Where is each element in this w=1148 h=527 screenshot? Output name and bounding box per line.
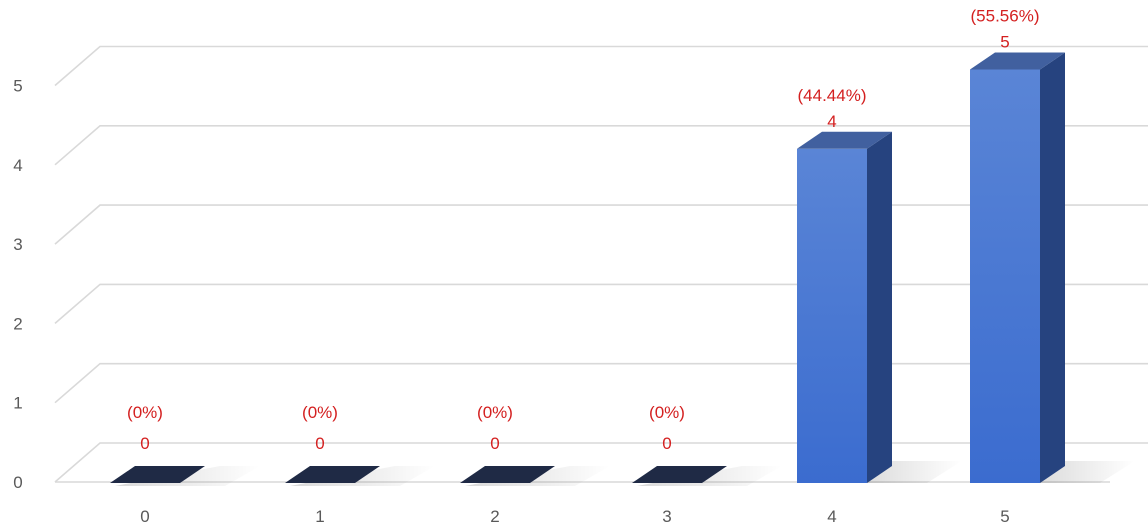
data-label-value: 0 [315, 434, 324, 453]
x-tick-label: 2 [490, 507, 499, 526]
bar-top [797, 131, 892, 149]
data-label-percent: (0%) [477, 403, 513, 422]
bar-3 [632, 466, 782, 486]
data-label-percent: (44.44%) [798, 86, 867, 105]
bar-2 [460, 466, 610, 486]
data-labels: (0%) 0 (0%) 0 (0%) 0 (0%) 0 (44.44%) 4 (55.56%) 5 [127, 7, 1039, 454]
data-label-value: 0 [662, 434, 671, 453]
y-tick-label: 4 [13, 156, 22, 175]
bar-front [797, 148, 867, 484]
bar-side [867, 131, 892, 484]
x-tick-label: 5 [1000, 507, 1009, 526]
y-tick-label: 0 [13, 473, 22, 492]
data-label-percent: (0%) [127, 403, 163, 422]
bar-slab [285, 466, 380, 483]
y-tick-label: 2 [13, 314, 22, 333]
bar-slab [632, 466, 727, 483]
data-label-percent: (0%) [649, 403, 685, 422]
x-axis-ticks: 0 1 2 3 4 5 [140, 507, 1009, 526]
bar-1 [285, 466, 435, 486]
gridline-4 [54, 125, 1148, 166]
y-axis-ticks: 0 1 2 3 4 5 [13, 77, 22, 493]
bar-side [1040, 52, 1065, 483]
data-label-value: 5 [1000, 33, 1009, 52]
x-tick-label: 3 [662, 507, 671, 526]
bars [110, 52, 1135, 486]
bar-0 [110, 466, 260, 486]
bar-4 [797, 131, 962, 484]
data-label-value: 0 [490, 434, 499, 453]
y-tick-label: 1 [13, 394, 22, 413]
bar-5 [970, 52, 1135, 483]
y-tick-label: 3 [13, 235, 22, 254]
y-tick-label: 5 [13, 77, 22, 96]
x-tick-label: 0 [140, 507, 149, 526]
bar-front [970, 69, 1040, 483]
data-label-percent: (0%) [302, 403, 338, 422]
bar-slab [460, 466, 555, 483]
x-tick-label: 4 [827, 507, 836, 526]
bar-slab [110, 466, 205, 483]
data-label-value: 0 [140, 434, 149, 453]
bar-top [970, 52, 1065, 70]
gridline-5 [54, 45, 1148, 87]
x-tick-label: 1 [315, 507, 324, 526]
data-label-value: 4 [827, 112, 836, 131]
data-label-percent: (55.56%) [971, 7, 1040, 26]
